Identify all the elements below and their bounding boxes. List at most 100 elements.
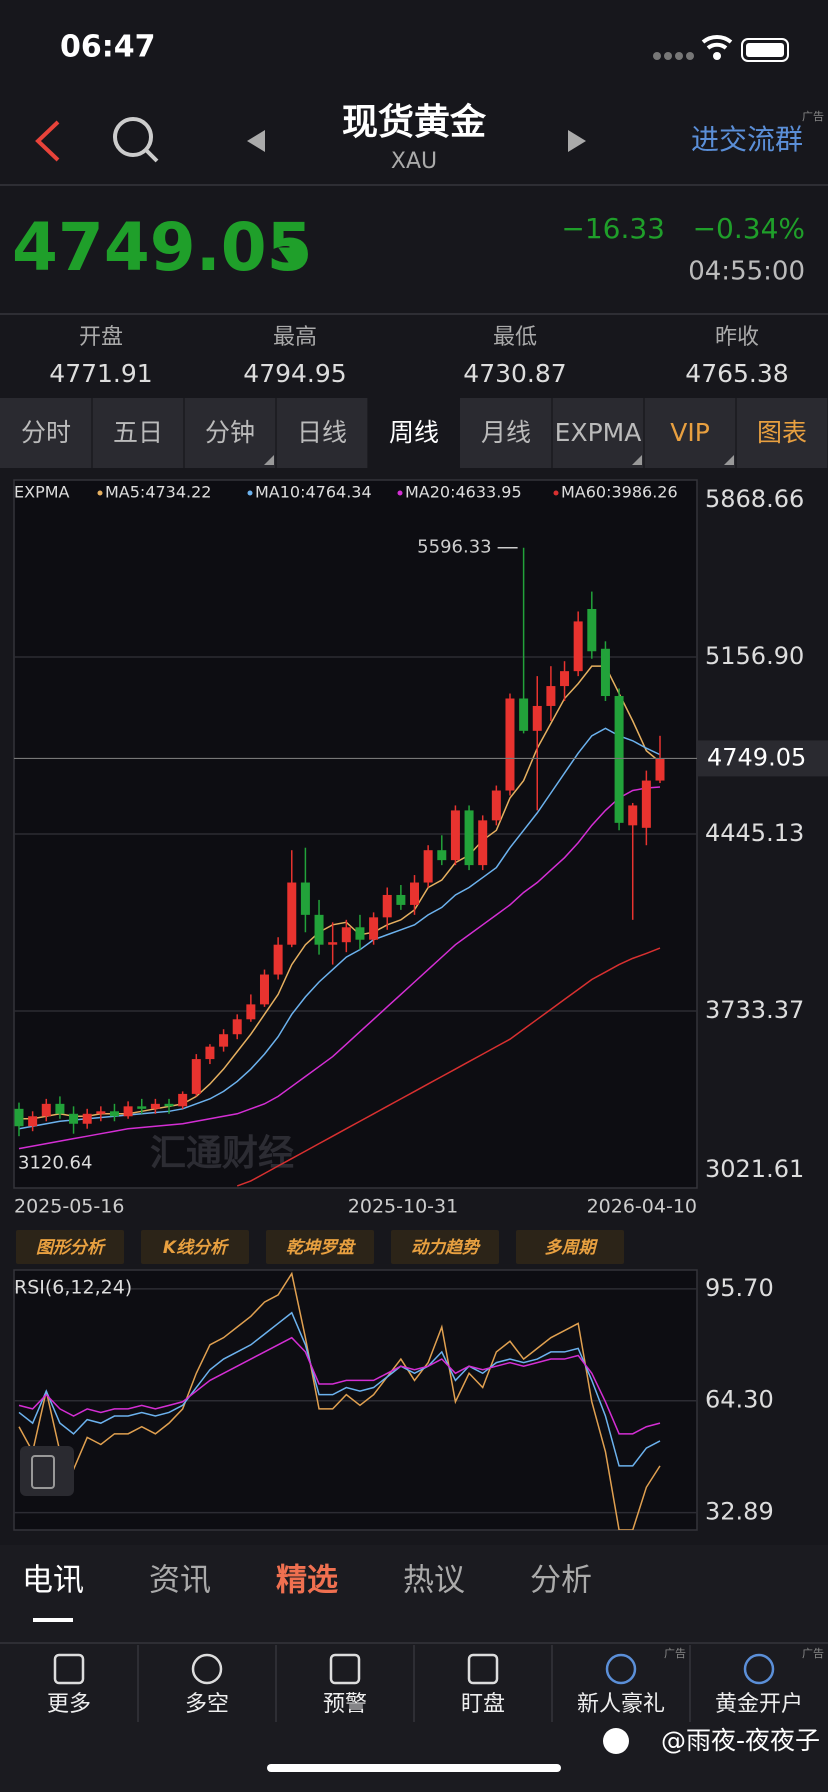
page-subtitle: XAU (391, 149, 437, 174)
news-tab[interactable]: 分析 (530, 1563, 592, 1599)
tab[interactable]: 分时 (21, 418, 71, 447)
home-indicator (267, 1764, 561, 1772)
wifi-icon (701, 34, 733, 50)
tab[interactable]: EXPMA (555, 418, 642, 447)
tab[interactable]: 分钟 (205, 418, 255, 447)
news-tab[interactable]: 电讯 (22, 1563, 84, 1599)
stat-value: 4730.87 (463, 359, 566, 388)
tool-label: 图形分析 (36, 1238, 107, 1258)
tool-button[interactable] (391, 1230, 499, 1264)
tab[interactable]: 图表 (757, 418, 807, 447)
next-button[interactable] (568, 130, 586, 152)
facebook-icon (603, 1728, 629, 1754)
candle-body (273, 944, 283, 975)
tab[interactable]: 日线 (297, 418, 347, 447)
candle-body (600, 648, 610, 697)
candle-body (355, 927, 365, 940)
news-tab[interactable]: 资讯 (149, 1563, 211, 1599)
tool-label: K线分析 (163, 1238, 230, 1258)
candle-body (109, 1111, 119, 1117)
tool-button[interactable] (266, 1230, 374, 1264)
nav-label[interactable]: 黄金开户 (715, 1692, 803, 1717)
candle-body (82, 1113, 92, 1124)
y-tick-label: 4445.13 (705, 819, 804, 847)
legend-entry: MA10:4764.34 (255, 483, 372, 502)
search-button[interactable] (113, 117, 153, 157)
tool-button[interactable] (516, 1230, 624, 1264)
candle-body (96, 1111, 106, 1114)
nav-label[interactable]: 多空 (185, 1692, 229, 1717)
candle-body (14, 1108, 24, 1127)
candle-body (150, 1103, 160, 1109)
legend-dot (247, 490, 253, 496)
tab[interactable]: VIP (670, 418, 710, 447)
tool-button[interactable] (16, 1230, 124, 1264)
back-button[interactable] (35, 120, 60, 162)
ma-line (18, 786, 661, 1150)
y-tick-label: 64.30 (705, 1386, 774, 1414)
analysis-tools: 图形分析 K线分析 乾坤罗盘 动力趋势 多周期 (16, 1230, 624, 1264)
legend-entry: MA60:3986.26 (561, 483, 678, 502)
tool-button[interactable] (141, 1230, 249, 1264)
candle-body (369, 917, 379, 940)
ad-tag: 广告 (802, 1647, 824, 1660)
nav-icon (605, 1653, 637, 1685)
nav-icon (329, 1653, 361, 1685)
rsi-line (18, 1271, 661, 1530)
candle-body (123, 1106, 133, 1117)
change-percent: −0.34% (693, 212, 805, 245)
nav-label[interactable]: 新人豪礼 (577, 1692, 665, 1717)
candle-body (41, 1103, 51, 1117)
candle-body (641, 780, 651, 828)
nav-label[interactable]: 预警 (323, 1692, 367, 1717)
fullscreen-button[interactable] (20, 1446, 74, 1496)
tab[interactable]: 五日 (113, 418, 163, 447)
watermark: @雨夜-夜夜子 (661, 1726, 820, 1755)
candle-body (178, 1093, 188, 1107)
tab[interactable]: 周线 (389, 418, 439, 447)
legend-entry: MA20:4633.95 (405, 483, 522, 502)
last-price-box (698, 740, 828, 777)
candle-body (464, 810, 474, 866)
fullscreen-icon (31, 1455, 55, 1489)
y-tick-label: 95.70 (705, 1274, 774, 1302)
date-label: 2026-04-10 (587, 1196, 697, 1218)
tab-underline (33, 1618, 73, 1622)
rsi-plot (14, 1271, 697, 1530)
prev-button[interactable] (247, 130, 265, 152)
nav-label[interactable]: 盯盘 (461, 1692, 505, 1717)
legend-dot (397, 490, 403, 496)
candle-body (259, 974, 269, 1005)
y-tick-label: 32.89 (705, 1498, 774, 1526)
candle-body (191, 1059, 201, 1094)
stat-label: 昨收 (715, 325, 759, 350)
y-tick-label: 3733.37 (705, 996, 804, 1024)
candle-body (573, 621, 583, 672)
wifi-dot (713, 52, 721, 60)
candle-body (328, 942, 338, 945)
tab[interactable]: 月线 (481, 418, 531, 447)
battery-level (746, 43, 784, 57)
status-time: 06:47 (60, 30, 156, 65)
join-group[interactable]: 进交流群 (691, 123, 803, 156)
low-annotation: 3120.64 (18, 1152, 92, 1173)
tool-label: 乾坤罗盘 (286, 1238, 357, 1258)
candle-body (532, 705, 542, 731)
candle-body (410, 882, 420, 905)
tab-menu-markers (264, 455, 734, 465)
signal-icon (653, 52, 694, 60)
news-tab[interactable]: 热议 (403, 1563, 465, 1599)
price-change: −16.33 (561, 212, 665, 245)
y-tick-label: 3021.61 (705, 1155, 804, 1183)
candle-body (478, 820, 488, 866)
search-handle (144, 148, 159, 163)
stats-row: 开盘 4771.91 最高 4794.95 最低 4730.87 昨收 4765.38 (49, 325, 788, 388)
last-price: 4749.05 (12, 209, 313, 286)
candle-body (341, 927, 351, 943)
news-tab[interactable]: 精选 (276, 1563, 338, 1599)
page-title: 现货黄金 (342, 101, 487, 143)
quote-time: 04:55:00 (688, 257, 805, 287)
nav-icon (467, 1653, 499, 1685)
nav-label[interactable]: 更多 (47, 1692, 91, 1717)
